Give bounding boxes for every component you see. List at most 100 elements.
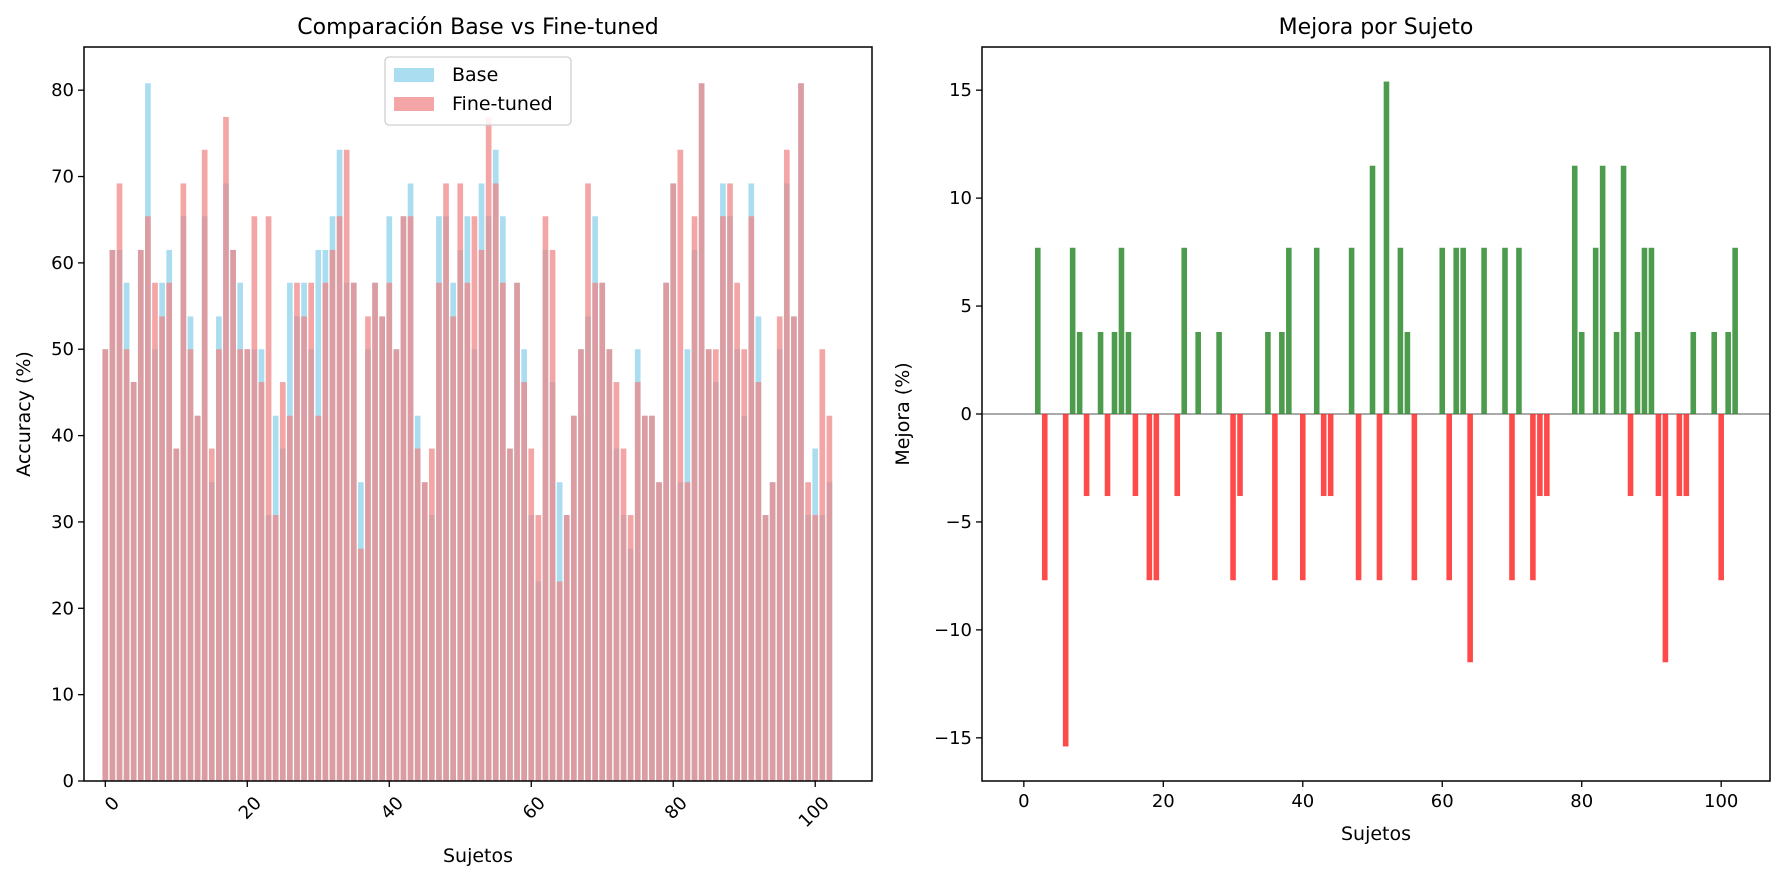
right-bars bbox=[1034, 81, 1738, 747]
right-x-tick-label: 100 bbox=[1704, 791, 1738, 812]
bar-improvement-80 bbox=[1578, 331, 1585, 414]
bar-fine-tuned-10 bbox=[173, 448, 180, 781]
bar-fine-tuned-101 bbox=[819, 349, 826, 781]
left-x-tick-label: 0 bbox=[101, 793, 124, 816]
bar-improvement-18 bbox=[1146, 414, 1153, 581]
right-y-axis-label: Mejora (%) bbox=[892, 362, 914, 465]
bar-improvement-60 bbox=[1439, 247, 1446, 414]
bar-fine-tuned-43 bbox=[407, 216, 414, 781]
right-y-tick-label: −15 bbox=[934, 728, 972, 749]
bar-fine-tuned-14 bbox=[201, 149, 208, 781]
bar-fine-tuned-4 bbox=[130, 382, 137, 781]
bar-improvement-54 bbox=[1397, 247, 1404, 414]
bar-improvement-6 bbox=[1062, 414, 1069, 747]
bar-improvement-19 bbox=[1153, 414, 1160, 581]
bar-fine-tuned-23 bbox=[265, 216, 272, 781]
bar-fine-tuned-44 bbox=[414, 448, 421, 781]
bar-fine-tuned-37 bbox=[365, 316, 371, 781]
right-chart-title: Mejora por Sujeto bbox=[1279, 15, 1474, 40]
bar-fine-tuned-30 bbox=[315, 415, 322, 781]
bar-fine-tuned-77 bbox=[649, 415, 655, 781]
bar-fine-tuned-27 bbox=[294, 282, 300, 781]
bar-fine-tuned-51 bbox=[464, 282, 471, 781]
bar-fine-tuned-7 bbox=[152, 282, 158, 781]
bar-fine-tuned-19 bbox=[237, 349, 244, 781]
bar-fine-tuned-16 bbox=[216, 349, 222, 781]
legend-swatch-fine-tuned bbox=[394, 97, 434, 111]
bar-fine-tuned-17 bbox=[223, 116, 229, 782]
bar-improvement-22 bbox=[1174, 414, 1181, 497]
bar-fine-tuned-47 bbox=[436, 282, 442, 781]
bar-fine-tuned-9 bbox=[166, 282, 173, 781]
comparison-chart: Comparación Base vs Fine-tuned 0 10 20 30 40… bbox=[13, 15, 873, 867]
right-x-tick-label: 20 bbox=[1152, 791, 1175, 812]
right-y-tick-label: 10 bbox=[949, 188, 972, 209]
bar-improvement-50 bbox=[1369, 165, 1376, 414]
left-y-axis-label: Accuracy (%) bbox=[13, 351, 35, 477]
bar-fine-tuned-49 bbox=[450, 316, 456, 781]
bar-improvement-9 bbox=[1083, 414, 1090, 497]
bar-fine-tuned-61 bbox=[535, 515, 542, 781]
bar-fine-tuned-81 bbox=[677, 149, 684, 781]
bar-fine-tuned-33 bbox=[336, 216, 343, 781]
bar-improvement-40 bbox=[1299, 414, 1306, 581]
bar-fine-tuned-89 bbox=[734, 282, 740, 781]
bar-improvement-52 bbox=[1383, 81, 1390, 415]
bar-fine-tuned-41 bbox=[393, 349, 400, 781]
bar-fine-tuned-45 bbox=[421, 482, 428, 781]
bar-improvement-38 bbox=[1286, 247, 1292, 414]
bar-improvement-55 bbox=[1404, 331, 1411, 414]
bar-fine-tuned-100 bbox=[812, 515, 819, 781]
bar-fine-tuned-54 bbox=[485, 116, 492, 782]
bar-fine-tuned-25 bbox=[279, 382, 286, 781]
bar-fine-tuned-67 bbox=[578, 349, 584, 781]
left-chart-title: Comparación Base vs Fine-tuned bbox=[297, 15, 658, 40]
bar-improvement-94 bbox=[1676, 414, 1683, 497]
bar-fine-tuned-48 bbox=[443, 183, 449, 782]
bar-improvement-12 bbox=[1104, 414, 1111, 497]
bar-improvement-91 bbox=[1655, 414, 1662, 497]
bar-fine-tuned-96 bbox=[783, 149, 790, 781]
bar-fine-tuned-57 bbox=[507, 448, 513, 781]
left-y-tick-label: 0 bbox=[63, 771, 74, 792]
left-plot-frame bbox=[83, 46, 873, 782]
bar-improvement-101 bbox=[1725, 331, 1731, 414]
right-y-tick-label: −5 bbox=[945, 512, 972, 533]
bar-fine-tuned-21 bbox=[251, 216, 258, 781]
bar-improvement-70 bbox=[1509, 414, 1515, 581]
left-x-ticks: 0 20 40 60 80 100 bbox=[101, 781, 834, 832]
bar-improvement-44 bbox=[1327, 414, 1334, 497]
bar-improvement-11 bbox=[1097, 331, 1104, 414]
bar-improvement-43 bbox=[1320, 414, 1327, 497]
bar-improvement-31 bbox=[1237, 414, 1243, 497]
bar-improvement-66 bbox=[1481, 247, 1487, 414]
bar-fine-tuned-91 bbox=[748, 216, 755, 781]
bar-improvement-63 bbox=[1460, 247, 1466, 414]
bar-improvement-95 bbox=[1683, 414, 1690, 497]
right-y-ticks: −15 −10 −5 0 5 10 15 bbox=[934, 80, 982, 749]
left-y-tick-label: 40 bbox=[51, 426, 74, 447]
bar-fine-tuned-70 bbox=[599, 282, 606, 781]
bar-fine-tuned-63 bbox=[549, 249, 556, 781]
bar-fine-tuned-64 bbox=[556, 581, 563, 781]
bar-improvement-86 bbox=[1620, 165, 1627, 414]
bar-fine-tuned-73 bbox=[620, 448, 627, 781]
bar-improvement-28 bbox=[1216, 331, 1222, 414]
bar-fine-tuned-95 bbox=[776, 316, 783, 781]
bar-fine-tuned-39 bbox=[379, 316, 386, 781]
bar-improvement-23 bbox=[1181, 247, 1188, 414]
bar-fine-tuned-90 bbox=[741, 349, 748, 781]
bar-fine-tuned-50 bbox=[457, 183, 464, 782]
bar-fine-tuned-11 bbox=[180, 183, 187, 782]
bar-improvement-3 bbox=[1041, 414, 1048, 581]
bar-fine-tuned-28 bbox=[301, 316, 307, 781]
bar-fine-tuned-59 bbox=[521, 382, 527, 781]
bar-improvement-71 bbox=[1516, 247, 1522, 414]
left-y-tick-label: 20 bbox=[51, 598, 74, 619]
bar-improvement-7 bbox=[1069, 247, 1076, 414]
bar-improvement-56 bbox=[1411, 414, 1418, 581]
left-y-tick-label: 10 bbox=[51, 685, 74, 706]
bar-improvement-90 bbox=[1648, 247, 1655, 414]
bar-improvement-96 bbox=[1690, 331, 1697, 414]
left-x-axis-label: Sujetos bbox=[443, 845, 513, 867]
